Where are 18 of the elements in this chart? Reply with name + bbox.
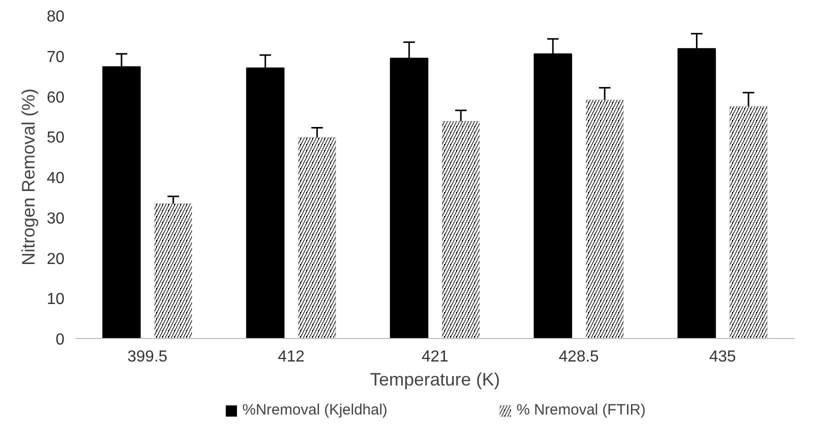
y-tick-label: 40 xyxy=(46,170,65,187)
y-tick-label: 20 xyxy=(46,250,65,268)
legend-label: % Nremoval (FTIR) xyxy=(516,402,646,418)
y-tick-label: 50 xyxy=(46,130,65,147)
x-tick-label: 412 xyxy=(278,348,305,366)
x-tick-label: 421 xyxy=(422,348,448,366)
x-tick-label: 399.5 xyxy=(127,348,168,366)
y-tick-label: 0 xyxy=(56,332,65,348)
y-tick-label: 80 xyxy=(46,8,65,26)
y-tick-label: 60 xyxy=(46,89,65,106)
legend-label: %Nremoval (Kjeldhal) xyxy=(242,402,388,418)
y-tick-label: 70 xyxy=(46,48,65,66)
y-axis-title: Nitrogen Removal (%) xyxy=(18,88,39,266)
x-tick-label: 428.5 xyxy=(558,348,599,366)
x-axis-title: Temperature (K) xyxy=(370,370,500,390)
x-tick-label: 435 xyxy=(709,348,736,366)
y-tick-label: 30 xyxy=(46,210,65,228)
y-tick-label: 10 xyxy=(46,291,65,308)
